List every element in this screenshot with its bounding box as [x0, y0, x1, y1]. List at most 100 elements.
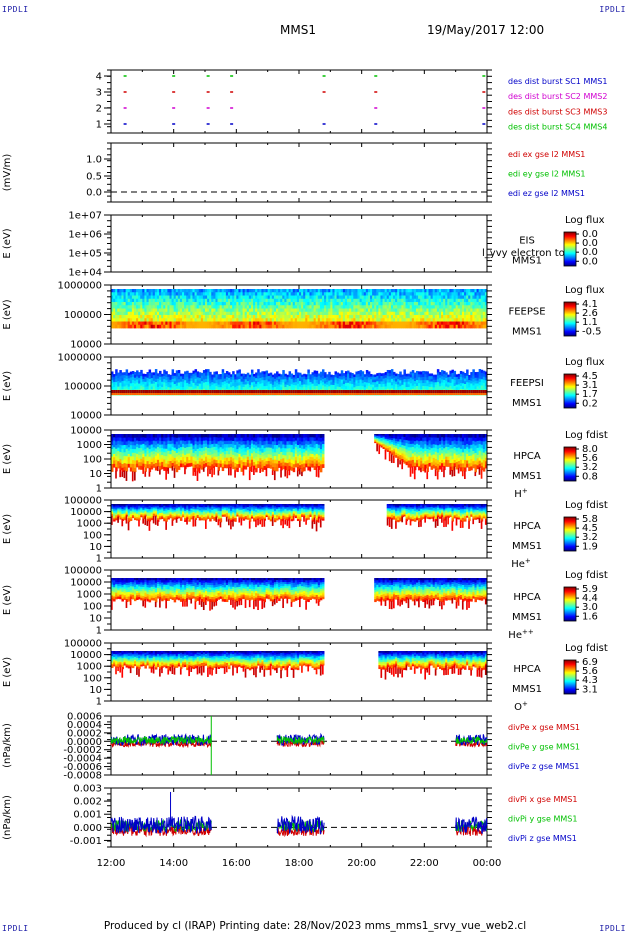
- heat-cell: [129, 318, 133, 322]
- heat-cell: [223, 298, 227, 303]
- heat-cell: [140, 385, 143, 390]
- y-tick-label: 2: [96, 104, 102, 115]
- heat-cell: [344, 393, 348, 395]
- heat-cell: [227, 315, 231, 319]
- heat-cell: [217, 302, 221, 306]
- heat-cell: [186, 382, 189, 387]
- heat-cell: [361, 298, 365, 303]
- heat-cell: [253, 390, 256, 393]
- heat-cell: [449, 305, 452, 309]
- heat-cell: [388, 308, 392, 313]
- heat-cell: [338, 311, 342, 316]
- heat-cell: [359, 324, 363, 329]
- heat-cell: [432, 379, 436, 383]
- heat-cell: [468, 289, 471, 293]
- heat-cell: [250, 311, 254, 316]
- heat-cell: [276, 324, 279, 329]
- heat-cell: [372, 324, 375, 329]
- heat-cell: [357, 382, 360, 387]
- heat-cell: [407, 381, 411, 385]
- heat-cell: [466, 315, 469, 319]
- heat-cell: [319, 302, 323, 306]
- heat-cell: [415, 370, 419, 375]
- heat-cell: [418, 305, 421, 309]
- heat-cell: [142, 373, 145, 377]
- heat-cell: [447, 289, 450, 293]
- heat-cell: [361, 321, 365, 326]
- heat-cell: [194, 305, 198, 309]
- heat-cell: [169, 298, 172, 303]
- heat-cell: [292, 390, 296, 393]
- heat-cell: [198, 302, 202, 306]
- heat-cell: [265, 379, 269, 384]
- heat-cell: [140, 441, 143, 446]
- heat-cell: [173, 289, 177, 293]
- heat-cell: [403, 318, 406, 322]
- heat-cell: [282, 382, 285, 387]
- heat-cell: [317, 311, 321, 316]
- heat-cell: [217, 387, 221, 391]
- heat-cell: [119, 382, 122, 387]
- heat-cell: [265, 305, 269, 309]
- heat-cell: [152, 305, 156, 309]
- heat-cell: [179, 384, 183, 388]
- heat-cell: [321, 369, 325, 373]
- heat-cell: [307, 318, 310, 322]
- heat-cell: [144, 295, 147, 300]
- heat-cell: [175, 318, 179, 322]
- heat-cell: [190, 295, 193, 300]
- heat-cell: [213, 324, 216, 329]
- heat-cell: [332, 292, 335, 296]
- heat-cell: [470, 390, 473, 393]
- heat-cell: [457, 311, 461, 316]
- heat-cell: [384, 390, 388, 393]
- heat-cell: [255, 386, 258, 390]
- heat-cell: [451, 376, 454, 380]
- heat-cell: [133, 467, 137, 473]
- heat-cell: [363, 302, 367, 306]
- heat-cell: [278, 315, 281, 319]
- heat-cell: [353, 382, 356, 386]
- heat-cell: [152, 377, 156, 382]
- heat-cell: [384, 295, 388, 300]
- heat-cell: [478, 292, 482, 296]
- heat-cell: [144, 456, 147, 461]
- heat-cell: [123, 375, 127, 379]
- heat-cell: [286, 289, 289, 293]
- heat-cell: [169, 374, 172, 378]
- heat-cell: [250, 393, 254, 395]
- heat-cell: [319, 383, 323, 387]
- heat-cell: [248, 298, 252, 303]
- heat-cell: [144, 467, 147, 472]
- heat-cell: [255, 390, 258, 393]
- heat-cell: [121, 321, 124, 326]
- heat-cell: [282, 385, 285, 390]
- heat-cell: [321, 321, 325, 326]
- heat-cell: [338, 373, 342, 377]
- heat-cell: [136, 321, 139, 326]
- heat-cell: [464, 308, 467, 313]
- heat-cell: [211, 324, 214, 329]
- heat-cell: [150, 375, 154, 379]
- heat-cell: [426, 371, 429, 375]
- heat-cell: [328, 311, 331, 316]
- heat-cell: [267, 390, 271, 393]
- heat-cell: [290, 289, 294, 293]
- heat-cell: [301, 387, 304, 391]
- heat-cell: [457, 324, 461, 329]
- heat-cell: [411, 370, 415, 374]
- heat-cell: [476, 383, 480, 387]
- heat-cell: [326, 308, 329, 313]
- heat-cell: [349, 298, 352, 303]
- heat-cell: [205, 321, 208, 326]
- heat-cell: [340, 376, 344, 380]
- heat-cell: [269, 393, 273, 395]
- heat-cell: [113, 311, 116, 316]
- heat-cell: [315, 302, 319, 306]
- heat-cell: [441, 289, 444, 293]
- heat-cell: [441, 295, 444, 300]
- heat-cell: [192, 370, 195, 375]
- heat-cell: [313, 295, 317, 300]
- heat-cell: [338, 302, 342, 306]
- heat-cell: [282, 315, 285, 319]
